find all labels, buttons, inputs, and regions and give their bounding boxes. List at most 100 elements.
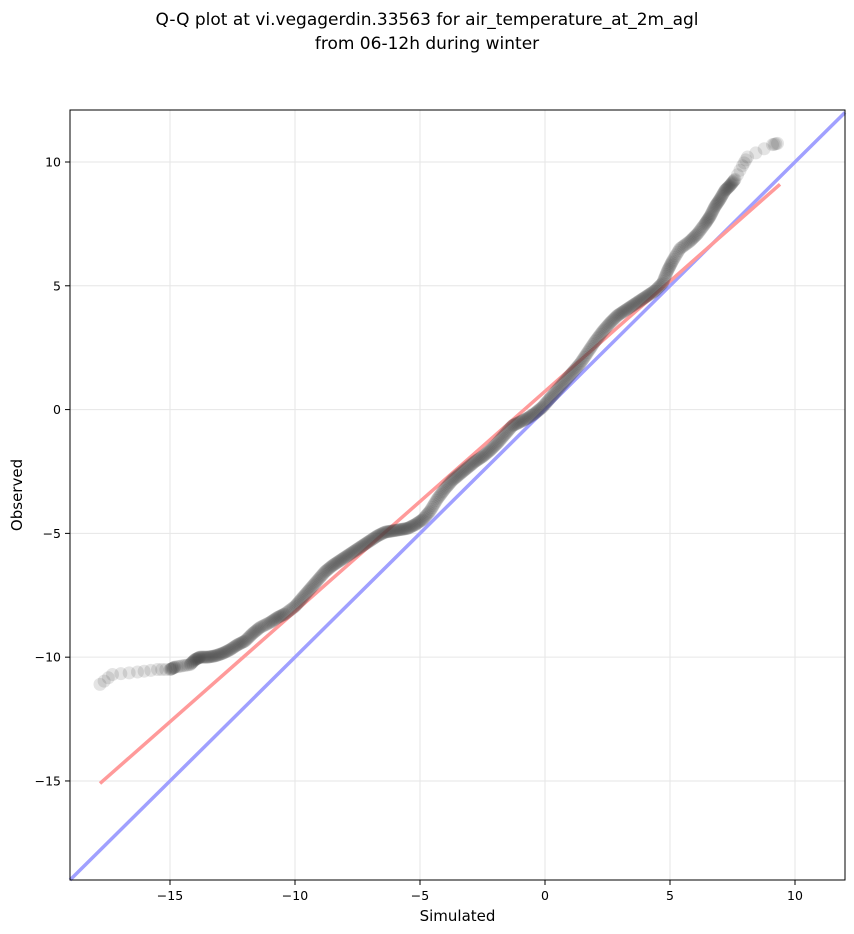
quantile-point bbox=[442, 477, 456, 491]
quantile-point bbox=[665, 255, 679, 269]
quantile-point bbox=[510, 417, 524, 431]
quantile-point bbox=[411, 516, 425, 530]
quantile-point bbox=[545, 389, 559, 403]
quantile-point bbox=[673, 242, 687, 256]
quantile-point bbox=[251, 622, 265, 636]
quantile-point bbox=[220, 644, 234, 658]
quantile-point bbox=[226, 641, 240, 655]
quantile-point bbox=[264, 615, 278, 629]
quantile-point bbox=[188, 653, 202, 667]
quantile-point bbox=[341, 549, 354, 563]
quantile-point bbox=[311, 573, 324, 587]
quantile-point bbox=[402, 521, 416, 535]
quantile-point bbox=[648, 284, 662, 298]
quantile-point bbox=[106, 668, 119, 682]
y-axis-ticks: −15 −10 −5 0 5 10 bbox=[35, 154, 70, 788]
quantile-point bbox=[513, 415, 527, 429]
quantile-point bbox=[361, 535, 375, 549]
quantile-point bbox=[332, 554, 346, 568]
quantile-point bbox=[305, 580, 319, 594]
quantile-point bbox=[187, 654, 201, 668]
quantile-point bbox=[573, 357, 587, 371]
quantile-point bbox=[706, 204, 720, 218]
quantile-point bbox=[265, 614, 279, 628]
quantile-point bbox=[397, 522, 411, 536]
quantile-point bbox=[724, 178, 738, 192]
quantile-point bbox=[427, 497, 441, 511]
quantile-point bbox=[93, 677, 107, 691]
quantile-point bbox=[409, 517, 423, 531]
quantile-point bbox=[469, 454, 483, 468]
quantile-point bbox=[144, 663, 158, 677]
quantile-point bbox=[667, 252, 681, 266]
quantile-point bbox=[589, 333, 603, 347]
quantile-point bbox=[709, 197, 723, 211]
quantile-point bbox=[677, 238, 691, 252]
quantile-point bbox=[577, 350, 591, 364]
quantile-point bbox=[231, 638, 244, 652]
quantile-point bbox=[304, 581, 318, 595]
quantile-point bbox=[422, 505, 436, 519]
quantile-point bbox=[707, 201, 721, 215]
quantile-point bbox=[476, 450, 489, 464]
quantile-point bbox=[451, 469, 465, 483]
quantile-point bbox=[165, 661, 179, 675]
quantile-point bbox=[494, 432, 508, 446]
quantile-point bbox=[190, 652, 204, 666]
quantile-point bbox=[658, 271, 672, 285]
quantile-point bbox=[218, 645, 232, 659]
quantile-point bbox=[600, 320, 614, 334]
quantile-point bbox=[290, 597, 304, 611]
quantile-point bbox=[266, 613, 280, 627]
quantile-point bbox=[500, 425, 514, 439]
quantile-point bbox=[557, 375, 571, 389]
quantile-point bbox=[716, 187, 730, 201]
quantile-point bbox=[509, 417, 523, 431]
quantile-point bbox=[250, 623, 264, 637]
quantile-point bbox=[428, 495, 442, 509]
quantile-point bbox=[392, 523, 406, 537]
quantile-point bbox=[408, 518, 422, 532]
quantile-point bbox=[515, 414, 529, 428]
quantile-point bbox=[499, 426, 513, 440]
quantile-point bbox=[731, 168, 744, 182]
quantile-point bbox=[704, 207, 718, 221]
quantile-point bbox=[597, 323, 611, 337]
quantile-point bbox=[736, 159, 749, 173]
y-tick-label: 0 bbox=[53, 402, 61, 417]
quantile-point bbox=[523, 410, 537, 424]
quantile-point bbox=[349, 543, 363, 557]
quantile-point bbox=[410, 516, 424, 530]
quantile-point bbox=[213, 647, 227, 661]
quantile-point bbox=[593, 327, 607, 341]
quantile-point bbox=[481, 445, 495, 459]
quantile-point bbox=[611, 308, 624, 322]
quantile-point bbox=[346, 545, 360, 559]
quantile-point bbox=[514, 414, 528, 428]
quantile-point bbox=[591, 330, 605, 344]
quantile-point bbox=[654, 277, 668, 291]
quantile-point bbox=[298, 588, 312, 602]
quantile-point bbox=[672, 243, 686, 257]
quantile-point bbox=[519, 412, 533, 426]
quantile-point bbox=[276, 608, 290, 622]
quantile-point bbox=[544, 390, 558, 404]
quantile-point bbox=[363, 534, 377, 548]
quantile-point bbox=[299, 587, 313, 601]
quantile-point bbox=[549, 384, 563, 398]
quantile-point bbox=[416, 513, 429, 527]
quantile-point bbox=[197, 650, 211, 664]
quantile-point bbox=[358, 537, 372, 551]
quantile-point bbox=[262, 616, 276, 630]
quantile-point bbox=[159, 663, 173, 677]
quantile-point bbox=[360, 536, 374, 550]
quantile-point bbox=[252, 621, 266, 635]
quantile-point bbox=[517, 413, 531, 427]
quantile-point bbox=[438, 482, 452, 496]
quantile-point bbox=[711, 195, 725, 209]
quantile-point bbox=[249, 624, 263, 638]
quantile-point bbox=[646, 285, 660, 299]
quantile-point bbox=[530, 405, 544, 419]
quantile-point bbox=[296, 591, 309, 605]
quantile-point bbox=[307, 577, 321, 591]
